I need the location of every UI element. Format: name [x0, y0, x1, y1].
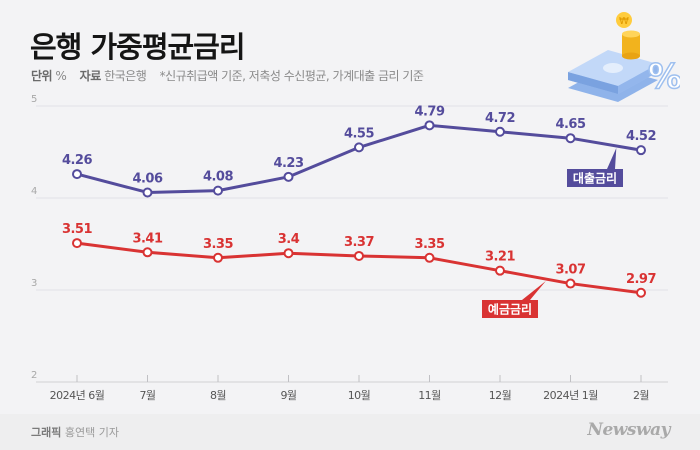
- data-label: 4.79: [414, 104, 445, 119]
- y-tick-label: 3: [31, 278, 37, 289]
- data-label: 3.21: [485, 250, 516, 265]
- data-point: [72, 238, 82, 249]
- data-point: [142, 187, 153, 198]
- chart-subtitle: 단위 % 자료 한국은행 *신규취급액 기준, 저축성 수신평균, 가계대출 금…: [31, 67, 424, 84]
- data-point: [636, 145, 646, 156]
- source-value: 한국은행: [104, 69, 147, 83]
- data-point: [495, 265, 505, 276]
- data-label: 4.26: [62, 153, 93, 168]
- data-point: [142, 247, 153, 258]
- criteria-note: *신규취급액 기준, 저축성 수신평균, 가계대출 금리 기준: [159, 69, 424, 83]
- money-coins-percent-icon: ₩ %: [568, 12, 680, 102]
- data-label: 4.55: [344, 126, 375, 141]
- data-label: 4.23: [273, 156, 304, 171]
- data-label: 3.51: [62, 222, 93, 237]
- data-label: 3.07: [555, 263, 586, 278]
- data-label: 3.41: [132, 231, 163, 246]
- legend-deposit-box: [482, 300, 538, 318]
- legend-deposit-pointer: [522, 281, 546, 300]
- legend-loan-text: 대출금리: [573, 171, 617, 186]
- source-label: 자료: [79, 69, 102, 83]
- data-point: [565, 133, 576, 144]
- graphic-credit: 그래픽 홍연택 기자: [31, 424, 119, 440]
- x-tick-label: 7월: [139, 389, 155, 402]
- data-point: [213, 252, 223, 263]
- data-point: [283, 248, 294, 259]
- percent-symbol: %: [648, 57, 680, 97]
- y-tick-label: 5: [31, 94, 37, 105]
- data-point: [565, 278, 576, 289]
- data-label: 2.97: [626, 272, 657, 287]
- data-label: 4.52: [626, 129, 656, 144]
- legend-loan-pointer: [607, 147, 617, 169]
- data-point: [424, 252, 435, 263]
- data-point: [72, 169, 82, 180]
- x-tick-label: 2월: [633, 389, 649, 402]
- newsway-logo: Newsway: [587, 420, 670, 440]
- chart-title: 은행 가중평균금리: [30, 30, 246, 64]
- data-point: [424, 120, 435, 131]
- data-label: 3.37: [344, 235, 375, 250]
- unit-value: %: [55, 69, 67, 83]
- data-label: 3.35: [414, 237, 445, 252]
- data-label: 4.65: [555, 117, 586, 132]
- x-tick-label: 11월: [418, 389, 441, 402]
- data-point: [283, 171, 294, 182]
- x-tick-label: 2024년 6월: [50, 389, 105, 402]
- data-label: 4.72: [485, 111, 515, 126]
- data-label: 4.06: [132, 171, 163, 186]
- line-chart: 5 4 3 2 2024년 6월 7월 8월 9월 10월 11월 12월 2024년 1월 2월 4.2…: [31, 94, 668, 402]
- data-label: 3.35: [203, 237, 234, 252]
- data-point: [495, 126, 505, 137]
- data-point: [636, 287, 646, 298]
- y-tick-label: 2: [31, 370, 37, 381]
- coin-stack: ₩: [616, 12, 640, 60]
- y-tick-label: 4: [31, 186, 37, 197]
- data-point: [213, 185, 223, 196]
- svg-text:₩: ₩: [619, 16, 629, 27]
- legend-loan-box: [567, 169, 623, 187]
- x-tick-label: 10월: [348, 389, 371, 402]
- x-tick-label: 9월: [280, 389, 296, 402]
- data-label: 4.08: [203, 170, 234, 185]
- x-tick-label: 2024년 1월: [543, 389, 598, 402]
- footer: 그래픽 홍연택 기자 Newsway: [0, 414, 700, 450]
- unit-label: 단위: [31, 69, 53, 83]
- data-point: [354, 250, 364, 261]
- legend-deposit-text: 예금금리: [488, 302, 532, 317]
- x-tick-label: 8월: [210, 389, 226, 402]
- credit-value: 홍연택 기자: [64, 426, 119, 439]
- data-label: 3.4: [278, 232, 300, 247]
- x-tick-label: 12월: [489, 389, 512, 402]
- data-point: [354, 142, 364, 153]
- credit-label: 그래픽: [31, 426, 62, 439]
